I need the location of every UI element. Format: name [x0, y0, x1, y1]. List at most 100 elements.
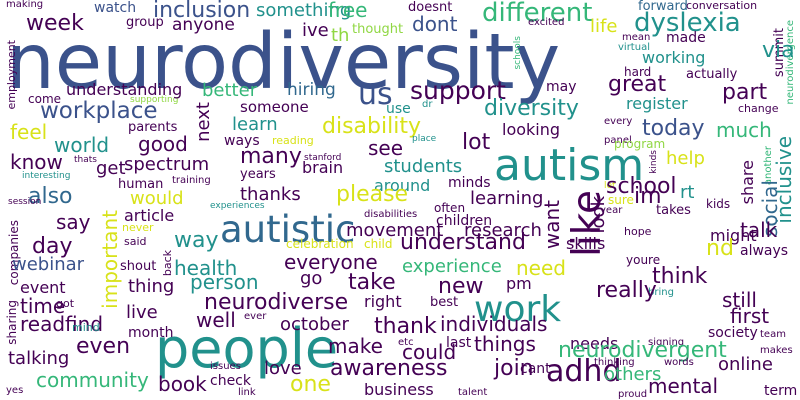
word: minds — [448, 175, 491, 191]
word: week — [26, 11, 84, 36]
word: never — [122, 221, 154, 234]
word: part — [722, 80, 768, 105]
word: readfind — [20, 312, 104, 336]
word: cant — [520, 361, 551, 377]
word: years — [240, 167, 276, 182]
word: see — [368, 136, 404, 160]
word: want — [540, 200, 564, 250]
word: health — [174, 256, 238, 280]
word: neurodivergent — [558, 338, 727, 363]
word: would — [130, 188, 184, 209]
word: words — [664, 357, 694, 368]
word: interesting — [22, 171, 71, 181]
word: child — [364, 237, 393, 251]
word: new — [438, 274, 484, 299]
word: take — [348, 270, 396, 295]
word: awareness — [330, 356, 448, 381]
word: day — [32, 234, 73, 259]
word: experience — [402, 256, 502, 277]
word: term — [764, 383, 798, 399]
word: conversation — [686, 0, 758, 12]
word: people — [155, 317, 339, 380]
word: working — [642, 48, 706, 67]
word: world — [54, 133, 110, 157]
word: let — [604, 181, 616, 191]
word: look — [588, 196, 609, 234]
word: around — [374, 176, 431, 195]
word: dont — [412, 12, 458, 36]
word: could — [402, 340, 457, 364]
word: program — [614, 137, 666, 151]
word: spectrum — [124, 154, 210, 175]
word: event — [20, 278, 66, 297]
word: work — [474, 289, 562, 330]
word: well — [196, 308, 236, 332]
word: proud — [618, 389, 648, 400]
word: share — [738, 160, 757, 205]
word: support — [410, 76, 506, 105]
word: better — [202, 80, 258, 101]
word: make — [328, 334, 383, 358]
word: may — [546, 79, 577, 95]
word: rt — [680, 182, 695, 203]
word: mind — [72, 321, 100, 334]
word: hope — [624, 225, 652, 238]
word: school — [606, 174, 677, 199]
word: mental — [648, 374, 719, 398]
word: society — [708, 325, 758, 341]
word: thanks — [240, 184, 301, 205]
word: reading — [272, 134, 314, 147]
word: human — [118, 177, 164, 192]
word: join — [494, 356, 534, 381]
word: needs — [570, 334, 619, 353]
word: neurodiverse — [204, 290, 349, 315]
word: shout — [120, 259, 157, 274]
word: first — [730, 304, 770, 328]
word: adhd — [546, 354, 622, 389]
word: autistic — [220, 208, 356, 251]
word: issues — [210, 361, 241, 372]
word: month — [128, 325, 174, 341]
word: panel — [604, 135, 632, 146]
word: team — [760, 329, 786, 340]
word: excited — [528, 17, 565, 28]
word: someone — [240, 98, 309, 116]
word: come — [28, 92, 62, 106]
word: forward — [638, 0, 688, 14]
word: group — [126, 15, 164, 30]
word: business — [364, 380, 434, 399]
word: important — [98, 210, 122, 309]
word: best — [430, 295, 459, 310]
word: hard — [624, 65, 652, 79]
word: next — [193, 102, 214, 142]
word: actually — [686, 67, 738, 82]
word: go — [300, 268, 323, 289]
word: nd — [706, 236, 734, 261]
word: person — [190, 270, 259, 294]
word: october — [280, 314, 349, 335]
word: every — [604, 116, 633, 127]
word: thought — [352, 22, 404, 37]
word: got — [56, 297, 75, 310]
word: celebration — [286, 237, 354, 251]
word: help — [666, 148, 705, 169]
word: lot — [462, 130, 491, 155]
word: live — [126, 302, 158, 323]
word: often — [434, 201, 466, 215]
word: learning — [470, 188, 544, 209]
word: always — [740, 243, 789, 259]
word: sure — [608, 193, 634, 207]
word: students — [384, 156, 463, 177]
word: said — [124, 235, 147, 248]
word: understand — [400, 230, 526, 255]
word: talent — [458, 387, 488, 398]
word: inclusion — [153, 0, 251, 23]
word: love — [264, 358, 302, 379]
word: training — [172, 175, 211, 186]
word: autism — [494, 140, 645, 191]
word: learn — [232, 114, 278, 135]
word: might — [710, 226, 757, 245]
word: great — [608, 72, 667, 97]
word: year — [600, 205, 623, 216]
